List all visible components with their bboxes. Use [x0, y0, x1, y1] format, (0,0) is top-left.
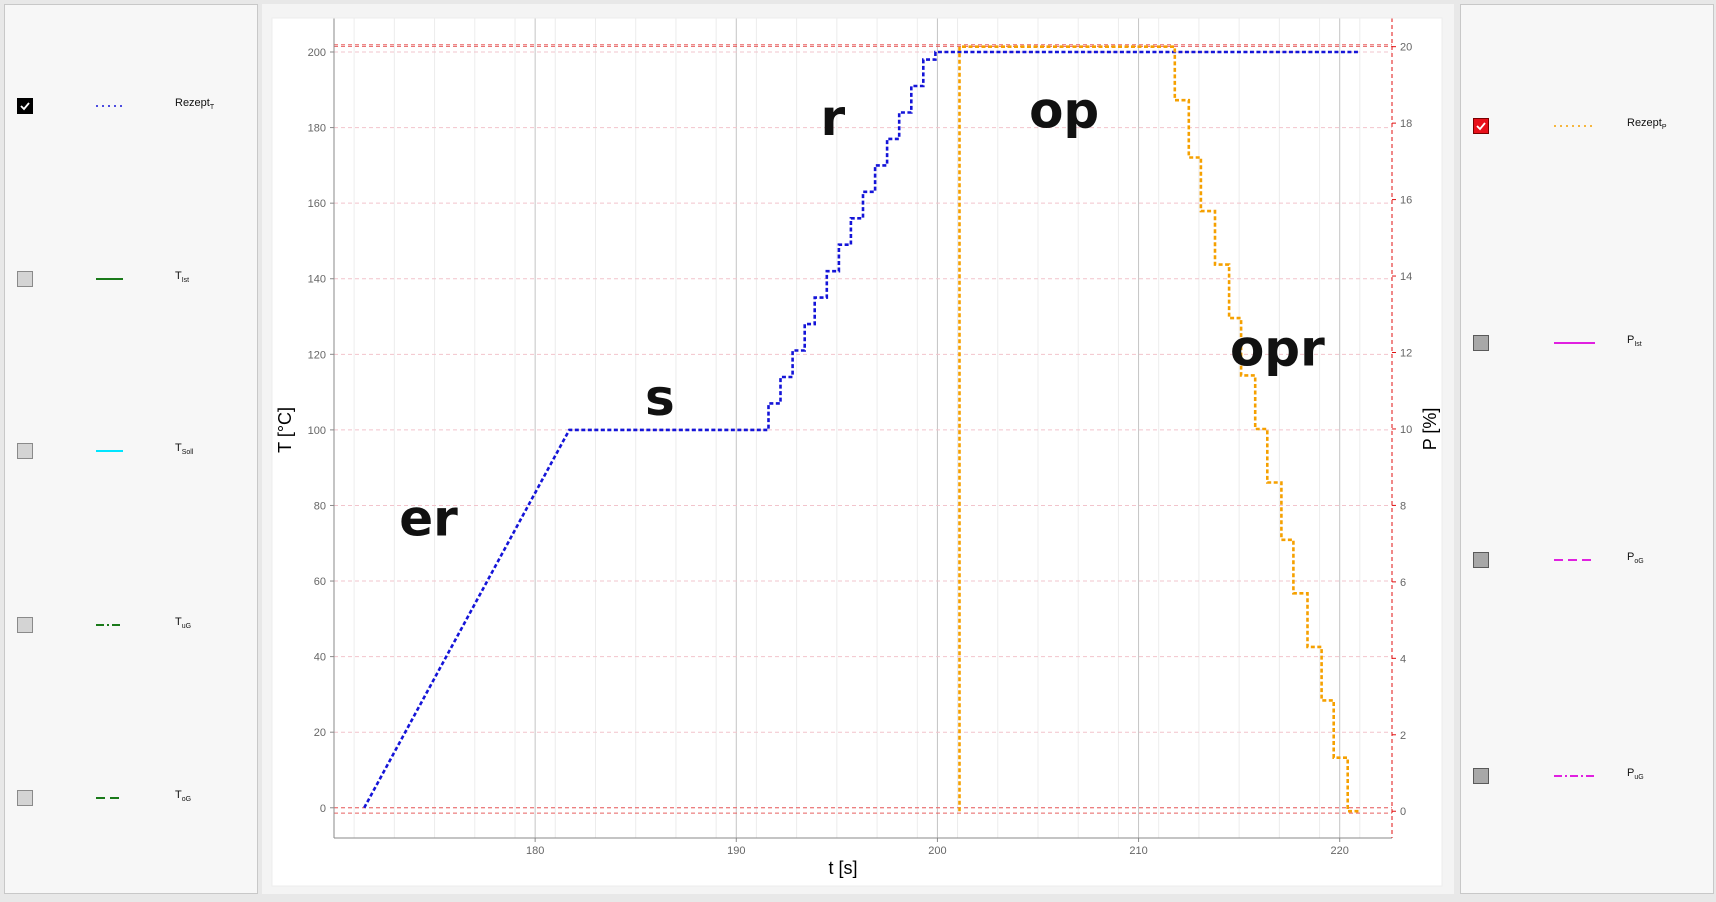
legend-label: RezeptP [1627, 117, 1667, 131]
y2-tick-label: 10 [1400, 424, 1412, 436]
right-legend-panel: RezeptP PIst PoG PuG [1460, 4, 1714, 894]
series-visibility-checkbox[interactable] [17, 617, 33, 633]
legend-line-sample [95, 441, 129, 461]
legend-label-subscript: Ist [1634, 341, 1642, 349]
legend-line-sample [95, 788, 129, 808]
legend-label-subscript: uG [181, 623, 192, 631]
phase-annotation: op [1029, 82, 1099, 140]
legend-label: TuG [175, 616, 191, 630]
series-visibility-checkbox[interactable] [1473, 335, 1489, 351]
y2-tick-label: 4 [1400, 653, 1406, 665]
series-visibility-checkbox[interactable] [17, 271, 33, 287]
phase-annotation: opr [1230, 320, 1325, 378]
legend-label-subscript: Ist [181, 277, 190, 285]
legend-label-subscript: T [209, 104, 215, 112]
chart-background [272, 18, 1442, 886]
series-visibility-checkbox[interactable] [1473, 552, 1489, 568]
y2-tick-label: 16 [1400, 195, 1412, 207]
legend-label-text: T [175, 789, 182, 801]
legend-row-p-og: PoG [1461, 545, 1713, 575]
chart-frame [271, 17, 1443, 887]
legend-line-sample [1553, 550, 1595, 570]
y-tick-label: 180 [308, 123, 326, 135]
legend-label: PIst [1627, 334, 1642, 348]
y2-tick-label: 2 [1400, 730, 1406, 742]
x-tick-label: 210 [1129, 845, 1147, 857]
legend-row-rezept-p: RezeptP [1461, 111, 1713, 141]
checkmark-icon [1476, 122, 1486, 131]
y-tick-label: 140 [308, 274, 326, 286]
legend-label-text: P [1627, 551, 1635, 563]
series-line-rezept-t [363, 50, 1360, 809]
y-tick-label: 100 [308, 425, 326, 437]
legend-label-subscript: uG [1634, 774, 1644, 782]
y2-axis-title: P [%] [1420, 408, 1440, 451]
legend-row-t-soll: TSoll [5, 436, 257, 466]
y2-tick-label: 6 [1400, 577, 1406, 589]
legend-label-text: T [175, 442, 182, 454]
legend-label: RezeptT [175, 97, 214, 111]
legend-label: ToG [175, 789, 191, 803]
legend-label: TSoll [175, 442, 193, 456]
series-visibility-checkbox[interactable] [1473, 768, 1489, 784]
y-tick-label: 60 [314, 576, 326, 588]
y-tick-label: 200 [308, 47, 326, 59]
x-tick-label: 200 [928, 845, 946, 857]
y-tick-label: 0 [320, 803, 326, 815]
legend-label: TIst [175, 270, 189, 284]
legend-row-t-ist: TIst [5, 264, 257, 294]
y-tick-label: 20 [314, 727, 326, 739]
legend-label-subscript: oG [1634, 558, 1644, 566]
x-tick-label: 180 [526, 845, 544, 857]
y-axis-title: T [°C] [275, 407, 295, 453]
y2-tick-label: 8 [1400, 500, 1406, 512]
series-visibility-checkbox[interactable] [17, 98, 33, 114]
temperature-power-chart: 0 20 40 60 80 100 120 140 160 180 200 0 2 4 6 8 10 12 14 16… [271, 17, 1443, 887]
y2-tick-label: 20 [1400, 42, 1412, 54]
legend-line-sample [95, 269, 129, 289]
legend-label-subscript: oG [181, 796, 192, 804]
y2-tick-label: 18 [1400, 118, 1412, 130]
series-visibility-checkbox[interactable] [1473, 118, 1489, 134]
legend-label-text: T [175, 270, 182, 282]
legend-line-sample [1553, 116, 1595, 136]
legend-row-p-ist: PIst [1461, 328, 1713, 358]
legend-line-sample [95, 615, 129, 635]
legend-label-subscript: Soll [181, 449, 194, 457]
left-legend-panel: RezeptT TIst TSoll TuG ToG [4, 4, 258, 894]
plot-panel: 0 20 40 60 80 100 120 140 160 180 200 0 2 4 6 8 10 12 14 16… [262, 4, 1454, 894]
series-visibility-checkbox[interactable] [17, 790, 33, 806]
y2-tick-label: 14 [1400, 271, 1412, 283]
y2-tick-label: 12 [1400, 347, 1412, 359]
y-tick-label: 160 [308, 198, 326, 210]
legend-label-text: Rezept [175, 97, 210, 109]
legend-label: PoG [1627, 551, 1644, 565]
legend-line-sample [1553, 766, 1595, 786]
legend-label: PuG [1627, 767, 1644, 781]
phase-annotation: s [645, 369, 675, 427]
legend-label-subscript: P [1661, 124, 1667, 132]
y-tick-label: 40 [314, 652, 326, 664]
legend-label-text: T [175, 616, 182, 628]
legend-row-t-og: ToG [5, 783, 257, 813]
checkmark-icon [20, 102, 30, 111]
y2-tick-label: 0 [1400, 806, 1406, 818]
x-axis-title: t [s] [828, 858, 857, 878]
phase-annotation: r [820, 89, 845, 147]
phase-annotation: er [399, 490, 458, 548]
legend-line-sample [95, 96, 129, 116]
legend-row-p-ug: PuG [1461, 761, 1713, 791]
x-tick-label: 220 [1331, 845, 1349, 857]
y-tick-label: 120 [308, 349, 326, 361]
legend-label-text: P [1627, 334, 1635, 346]
legend-row-rezept-t: RezeptT [5, 91, 257, 121]
legend-label-text: Rezept [1627, 117, 1662, 129]
series-visibility-checkbox[interactable] [17, 443, 33, 459]
x-tick-label: 190 [727, 845, 745, 857]
legend-label-text: P [1627, 767, 1635, 779]
y-tick-label: 80 [314, 500, 326, 512]
legend-row-t-ug: TuG [5, 610, 257, 640]
legend-line-sample [1553, 333, 1595, 353]
